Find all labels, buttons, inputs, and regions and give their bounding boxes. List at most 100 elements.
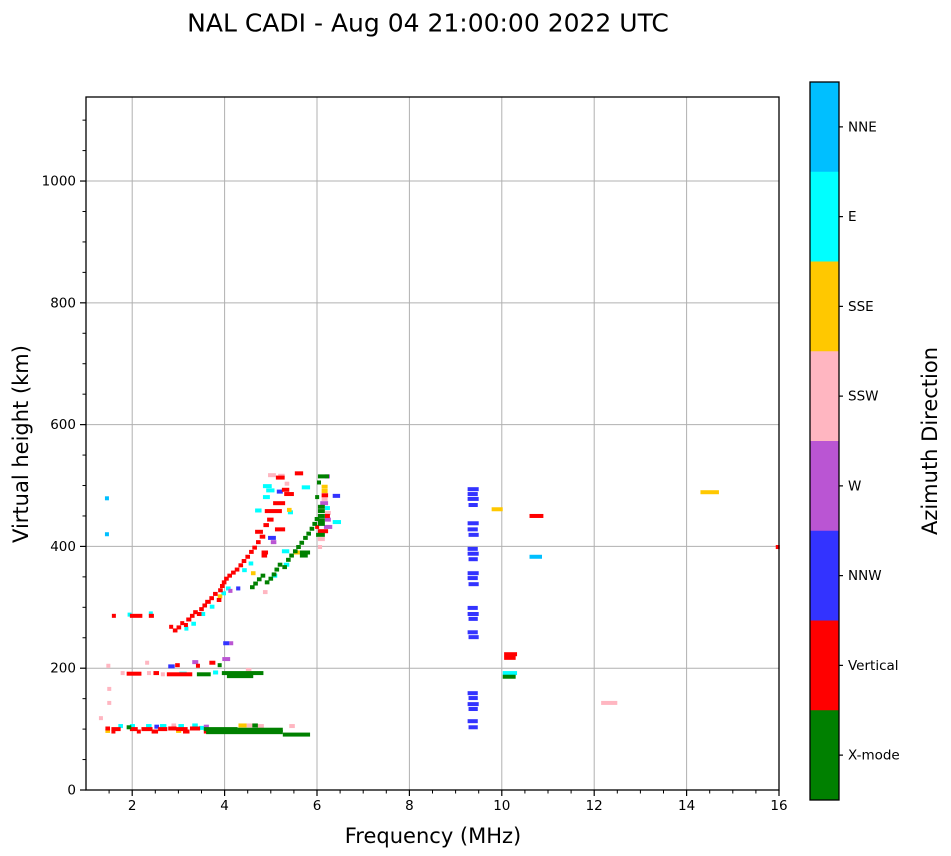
- y-tick-label: 600: [50, 417, 76, 433]
- y-axis-label: Virtual height (km): [9, 345, 33, 543]
- x-tick-label: 8: [405, 798, 414, 814]
- data-point-e: [118, 724, 123, 729]
- y-tick-label: 0: [67, 783, 76, 799]
- data-point-nnw: [223, 641, 230, 646]
- data-point-x-mode: [312, 521, 317, 526]
- data-point-ssw: [324, 510, 331, 515]
- data-point-vertical: [148, 613, 154, 618]
- data-point-ssw: [289, 724, 295, 729]
- data-point-x-mode: [260, 573, 266, 578]
- y-tick-label: 200: [50, 661, 76, 677]
- data-point-sse: [250, 571, 256, 576]
- data-point-ssw: [160, 672, 165, 677]
- data-point-vertical: [129, 613, 143, 618]
- data-point-vertical: [317, 529, 329, 534]
- data-point-nnw: [468, 696, 478, 701]
- x-tick-label: 12: [586, 798, 603, 814]
- data-point-e: [199, 725, 205, 730]
- data-point-vertical: [231, 570, 236, 575]
- colorbar-label-ssw: SSW: [848, 389, 879, 405]
- colorbar-segment-x-mode: [810, 710, 839, 801]
- data-point-x-mode: [314, 517, 320, 522]
- data-point-x-mode: [316, 532, 325, 537]
- data-point-vertical: [186, 617, 192, 622]
- data-point-vertical: [281, 487, 290, 492]
- data-point-nnw: [467, 702, 479, 707]
- data-point-nnw: [468, 725, 478, 730]
- data-point-e: [262, 495, 270, 500]
- data-point-e: [221, 591, 226, 596]
- data-point-vertical: [315, 524, 320, 529]
- data-point-vertical: [172, 628, 178, 633]
- data-point-x-mode: [268, 576, 274, 581]
- data-point-vertical: [224, 576, 229, 581]
- data-point-e: [287, 510, 293, 515]
- data-point-e: [192, 723, 198, 728]
- data-point-ssw: [107, 686, 112, 691]
- data-point-ssw: [262, 590, 268, 595]
- x-tick-label: 14: [678, 798, 695, 814]
- data-point-vertical: [263, 523, 269, 528]
- data-point-w: [270, 540, 277, 545]
- x-tick-label: 10: [493, 798, 510, 814]
- data-point-w: [323, 524, 333, 529]
- data-point-x-mode: [299, 553, 308, 558]
- data-point-e: [127, 612, 132, 617]
- data-point-vertical: [256, 540, 261, 545]
- data-point-nnw: [467, 630, 478, 635]
- data-point-nne: [104, 496, 109, 501]
- data-point-x-mode: [256, 577, 262, 582]
- data-point-x-mode: [299, 540, 305, 545]
- data-point-vertical: [189, 726, 201, 731]
- colorbar-segment-w: [810, 441, 839, 532]
- data-point-e: [209, 604, 215, 609]
- data-point-ssw: [601, 700, 618, 705]
- data-point-vertical: [529, 513, 544, 518]
- data-point-nnw: [467, 719, 478, 724]
- data-point-x-mode: [277, 562, 283, 567]
- data-point-vertical: [105, 726, 111, 731]
- data-point-x-mode: [289, 553, 294, 558]
- data-point-x-mode: [317, 509, 325, 514]
- colorbar-label-x-mode: X-mode: [848, 748, 900, 764]
- data-point-vertical: [294, 471, 304, 476]
- data-point-e: [213, 670, 219, 675]
- colorbar-label-sse: SSE: [848, 299, 874, 315]
- data-point-w: [203, 724, 209, 729]
- data-point-nnw: [467, 546, 478, 551]
- data-point-vertical: [275, 475, 285, 480]
- data-point-sse: [217, 594, 223, 599]
- data-point-ssw: [106, 663, 111, 668]
- data-point-vertical: [209, 660, 216, 665]
- data-point-nne: [104, 532, 109, 537]
- data-point-nnw: [468, 582, 479, 587]
- data-point-ssw: [256, 724, 264, 729]
- data-point-vertical: [136, 729, 141, 734]
- data-point-e: [129, 724, 135, 729]
- colorbar-segment-nnw: [810, 530, 839, 621]
- colorbar-axis-label: Azimuth Direction: [918, 346, 942, 536]
- data-point-vertical: [153, 671, 159, 676]
- data-point-sse: [321, 488, 328, 493]
- data-point-sse: [286, 507, 292, 512]
- data-point-vertical: [126, 671, 142, 676]
- data-point-e: [191, 621, 196, 626]
- colorbar-segment-nne: [810, 82, 839, 173]
- data-point-nnw: [468, 616, 478, 621]
- data-point-vertical: [234, 567, 240, 572]
- data-point-vertical: [196, 612, 202, 617]
- data-point-w: [228, 588, 233, 593]
- data-point-vertical: [245, 554, 251, 559]
- data-point-w: [324, 517, 331, 522]
- data-point-nnw: [268, 535, 276, 540]
- data-point-vertical: [249, 549, 254, 554]
- y-tick-label: 800: [50, 295, 76, 311]
- data-point-vertical: [111, 729, 116, 734]
- data-point-nnw: [467, 551, 479, 556]
- data-point-x-mode: [296, 545, 301, 550]
- data-point-nnw: [168, 664, 175, 669]
- data-point-e: [324, 506, 330, 511]
- colorbar-segment-sse: [810, 261, 839, 352]
- data-point-vertical: [166, 672, 193, 677]
